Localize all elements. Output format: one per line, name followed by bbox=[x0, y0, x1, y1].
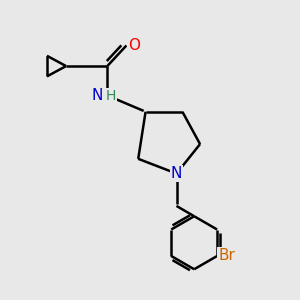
Text: Br: Br bbox=[219, 248, 236, 263]
Text: H: H bbox=[106, 89, 116, 103]
Text: O: O bbox=[128, 38, 140, 53]
Text: N: N bbox=[91, 88, 103, 103]
Text: N: N bbox=[171, 166, 182, 181]
